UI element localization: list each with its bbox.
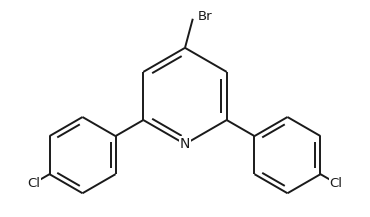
Text: Cl: Cl bbox=[330, 177, 343, 190]
Text: Br: Br bbox=[198, 10, 212, 23]
Text: N: N bbox=[180, 137, 190, 151]
Text: Cl: Cl bbox=[27, 177, 40, 190]
